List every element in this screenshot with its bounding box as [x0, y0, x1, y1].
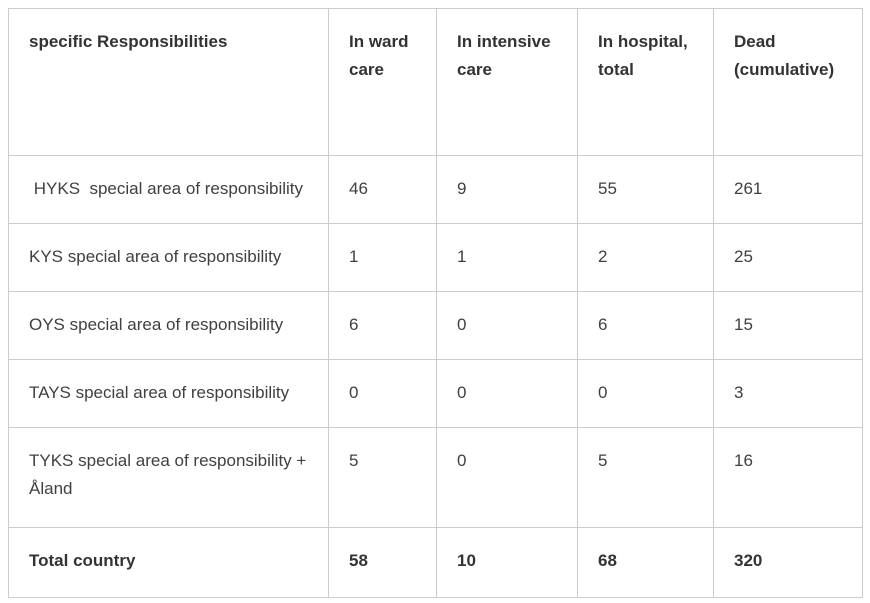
- table-row-kys: KYS special area of responsibility 1 1 2…: [8, 223, 863, 292]
- column-header-intensive-care: In intensive care: [436, 8, 578, 156]
- data-cell: 5: [577, 427, 714, 528]
- row-label: TAYS special area of responsibility: [8, 359, 329, 428]
- data-cell: 9: [436, 155, 578, 224]
- data-cell: 5: [328, 427, 437, 528]
- data-cell: 1: [328, 223, 437, 292]
- table-row-total-country: Total country 58 10 68 320: [8, 527, 863, 598]
- row-label: KYS special area of responsibility: [8, 223, 329, 292]
- row-label: OYS special area of responsibility: [8, 291, 329, 360]
- data-cell: 1: [436, 223, 578, 292]
- total-data-cell: 58: [328, 527, 437, 598]
- data-cell: 2: [577, 223, 714, 292]
- column-header-ward-care: In ward care: [328, 8, 437, 156]
- column-header-dead-cumulative: Dead (cumulative): [713, 8, 863, 156]
- table-row-hyks: HYKS special area of responsibility 46 9…: [8, 155, 863, 224]
- data-cell: 0: [577, 359, 714, 428]
- responsibility-area-table: specific Responsibilities In ward care I…: [8, 8, 863, 598]
- data-cell: 0: [436, 427, 578, 528]
- data-cell: 0: [436, 291, 578, 360]
- data-cell: 3: [713, 359, 863, 428]
- table-row-tyks-aland: TYKS special area of responsibility + Ål…: [8, 427, 863, 528]
- table-row-oys: OYS special area of responsibility 6 0 6…: [8, 291, 863, 360]
- data-cell: 0: [328, 359, 437, 428]
- data-cell: 25: [713, 223, 863, 292]
- row-label: HYKS special area of responsibility: [8, 155, 329, 224]
- total-row-label: Total country: [8, 527, 329, 598]
- total-data-cell: 68: [577, 527, 714, 598]
- row-label: TYKS special area of responsibility + Ål…: [8, 427, 329, 528]
- data-cell: 46: [328, 155, 437, 224]
- data-cell: 16: [713, 427, 863, 528]
- data-cell: 0: [436, 359, 578, 428]
- data-cell: 15: [713, 291, 863, 360]
- data-cell: 261: [713, 155, 863, 224]
- header-row: specific Responsibilities In ward care I…: [8, 8, 863, 156]
- data-cell: 55: [577, 155, 714, 224]
- column-header-hospital-total: In hospital, total: [577, 8, 714, 156]
- table-row-tays: TAYS special area of responsibility 0 0 …: [8, 359, 863, 428]
- total-data-cell: 320: [713, 527, 863, 598]
- table-header: specific Responsibilities In ward care I…: [8, 8, 863, 156]
- total-data-cell: 10: [436, 527, 578, 598]
- table-body: HYKS special area of responsibility 46 9…: [8, 155, 863, 598]
- data-cell: 6: [577, 291, 714, 360]
- column-header-responsibilities: specific Responsibilities: [8, 8, 329, 156]
- data-cell: 6: [328, 291, 437, 360]
